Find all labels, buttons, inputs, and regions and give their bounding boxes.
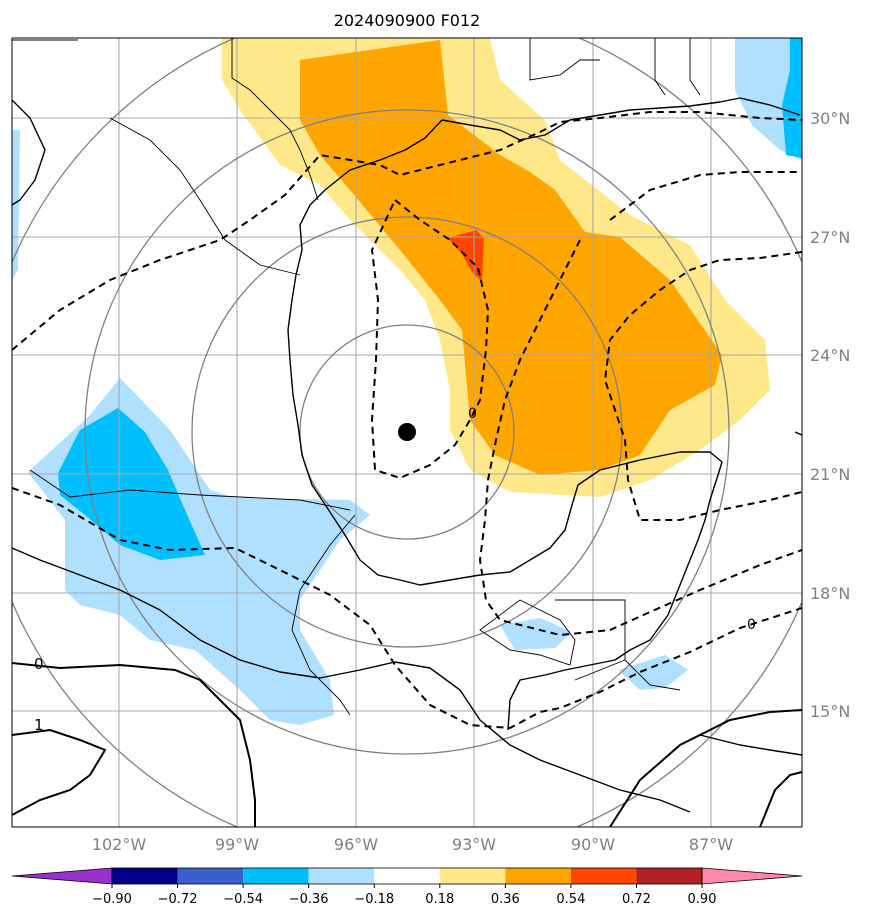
colorbar-tick-label: −0.72: [158, 892, 198, 907]
contour-dashed-north: [12, 111, 802, 351]
colorbar-extend-max: [701, 867, 803, 885]
map-plot-area: 0 1 0 0: [12, 38, 802, 827]
colorbar-segment-1: [112, 868, 178, 884]
florida-coast: [739, 97, 801, 116]
lon-label-90: 90°W: [571, 835, 615, 854]
contour-solid-0: [12, 662, 256, 827]
colorbar-segment-8: [570, 868, 637, 884]
colorbar-tick-label: −0.18: [354, 892, 394, 907]
contour-solid-se-2: [759, 771, 802, 827]
colorbar-tick-label: 0.18: [425, 892, 454, 907]
shading-light-blue-gulf-honduras: [618, 655, 688, 690]
colorbar: −0.90 −0.72 −0.54 −0.36 −0.18 0.18 0.36 0.54 0.7…: [11, 867, 803, 907]
colorbar-segment-7: [505, 868, 571, 884]
colorbar-segment-2: [177, 868, 244, 884]
lat-label-24: 24°N: [810, 346, 850, 365]
colorbar-segment-6: [439, 868, 506, 884]
borders: [12, 38, 701, 716]
shading-light-blue-honduras: [500, 618, 572, 650]
colorbar-tick-label: 0.72: [622, 892, 651, 907]
colorbar-tick-label: −0.90: [92, 892, 132, 907]
colorbar-tick-label: 0.54: [556, 892, 585, 907]
shading-light-blue-west-edge: [12, 130, 20, 280]
contour-label-0-gulf: 0: [468, 406, 477, 422]
contour-dashed-east: [603, 251, 802, 521]
lon-label-96: 96°W: [334, 835, 378, 854]
gulf-coastline: [287, 119, 723, 731]
contour-label-0-east: 0: [747, 617, 756, 633]
contour-dashed-loop: [370, 198, 490, 480]
colorbar-tick-label: 0.90: [688, 892, 717, 907]
lon-label-93: 93°W: [452, 835, 496, 854]
lat-label-18: 18°N: [810, 584, 850, 603]
lon-label-87: 87°W: [689, 835, 733, 854]
caribbean-coast: [699, 734, 802, 756]
shading-orange: [300, 40, 722, 475]
lon-label-102: 102°W: [92, 835, 147, 854]
colorbar-segment-5: [374, 868, 440, 884]
colorbar-extend-min: [11, 867, 113, 885]
contour-label-1-west: 1: [34, 716, 44, 734]
colorbar-segment-4: [308, 868, 375, 884]
colorbar-tick-label: −0.36: [289, 892, 329, 907]
baja-coast: [12, 99, 46, 206]
plot-frame: [11, 37, 803, 828]
lat-label-15: 15°N: [810, 702, 850, 721]
contours: [12, 111, 802, 827]
colorbar-segment-3: [243, 868, 309, 884]
lat-label-27: 27°N: [810, 228, 850, 247]
contour-label-0-west: 0: [34, 655, 44, 673]
lat-label-21: 21°N: [810, 465, 850, 484]
coastlines: [12, 97, 802, 813]
contour-solid-se: [609, 709, 802, 827]
lon-label-99: 99°W: [215, 835, 259, 854]
colorbar-segment-9: [636, 868, 702, 884]
longitude-labels: 102°W 99°W 96°W 93°W 90°W 87°W: [92, 835, 733, 854]
latitude-labels: 30°N 27°N 24°N 21°N 18°N 15°N: [810, 109, 850, 721]
contour-dashed-north-2: [609, 171, 802, 221]
shading-deep-blue-ne: [782, 38, 802, 158]
shading-deep-blue-west: [58, 408, 205, 560]
northern-gulf-coast: [441, 97, 741, 141]
contour-dashed-west: [12, 487, 802, 730]
colorbar-tick-label: −0.54: [223, 892, 263, 907]
cuba-coast: [794, 431, 802, 436]
lat-label-30: 30°N: [810, 109, 850, 128]
contour-dashed-gulf-south: [478, 239, 802, 637]
colorbar-tick-label: 0.36: [491, 892, 520, 907]
contour-solid-1: [12, 728, 107, 816]
storm-center-dot: [398, 423, 416, 441]
map-title: 2024090900 F012: [334, 11, 481, 30]
pacific-coast-mexico: [12, 547, 691, 813]
colorbar-frame: [111, 867, 703, 885]
